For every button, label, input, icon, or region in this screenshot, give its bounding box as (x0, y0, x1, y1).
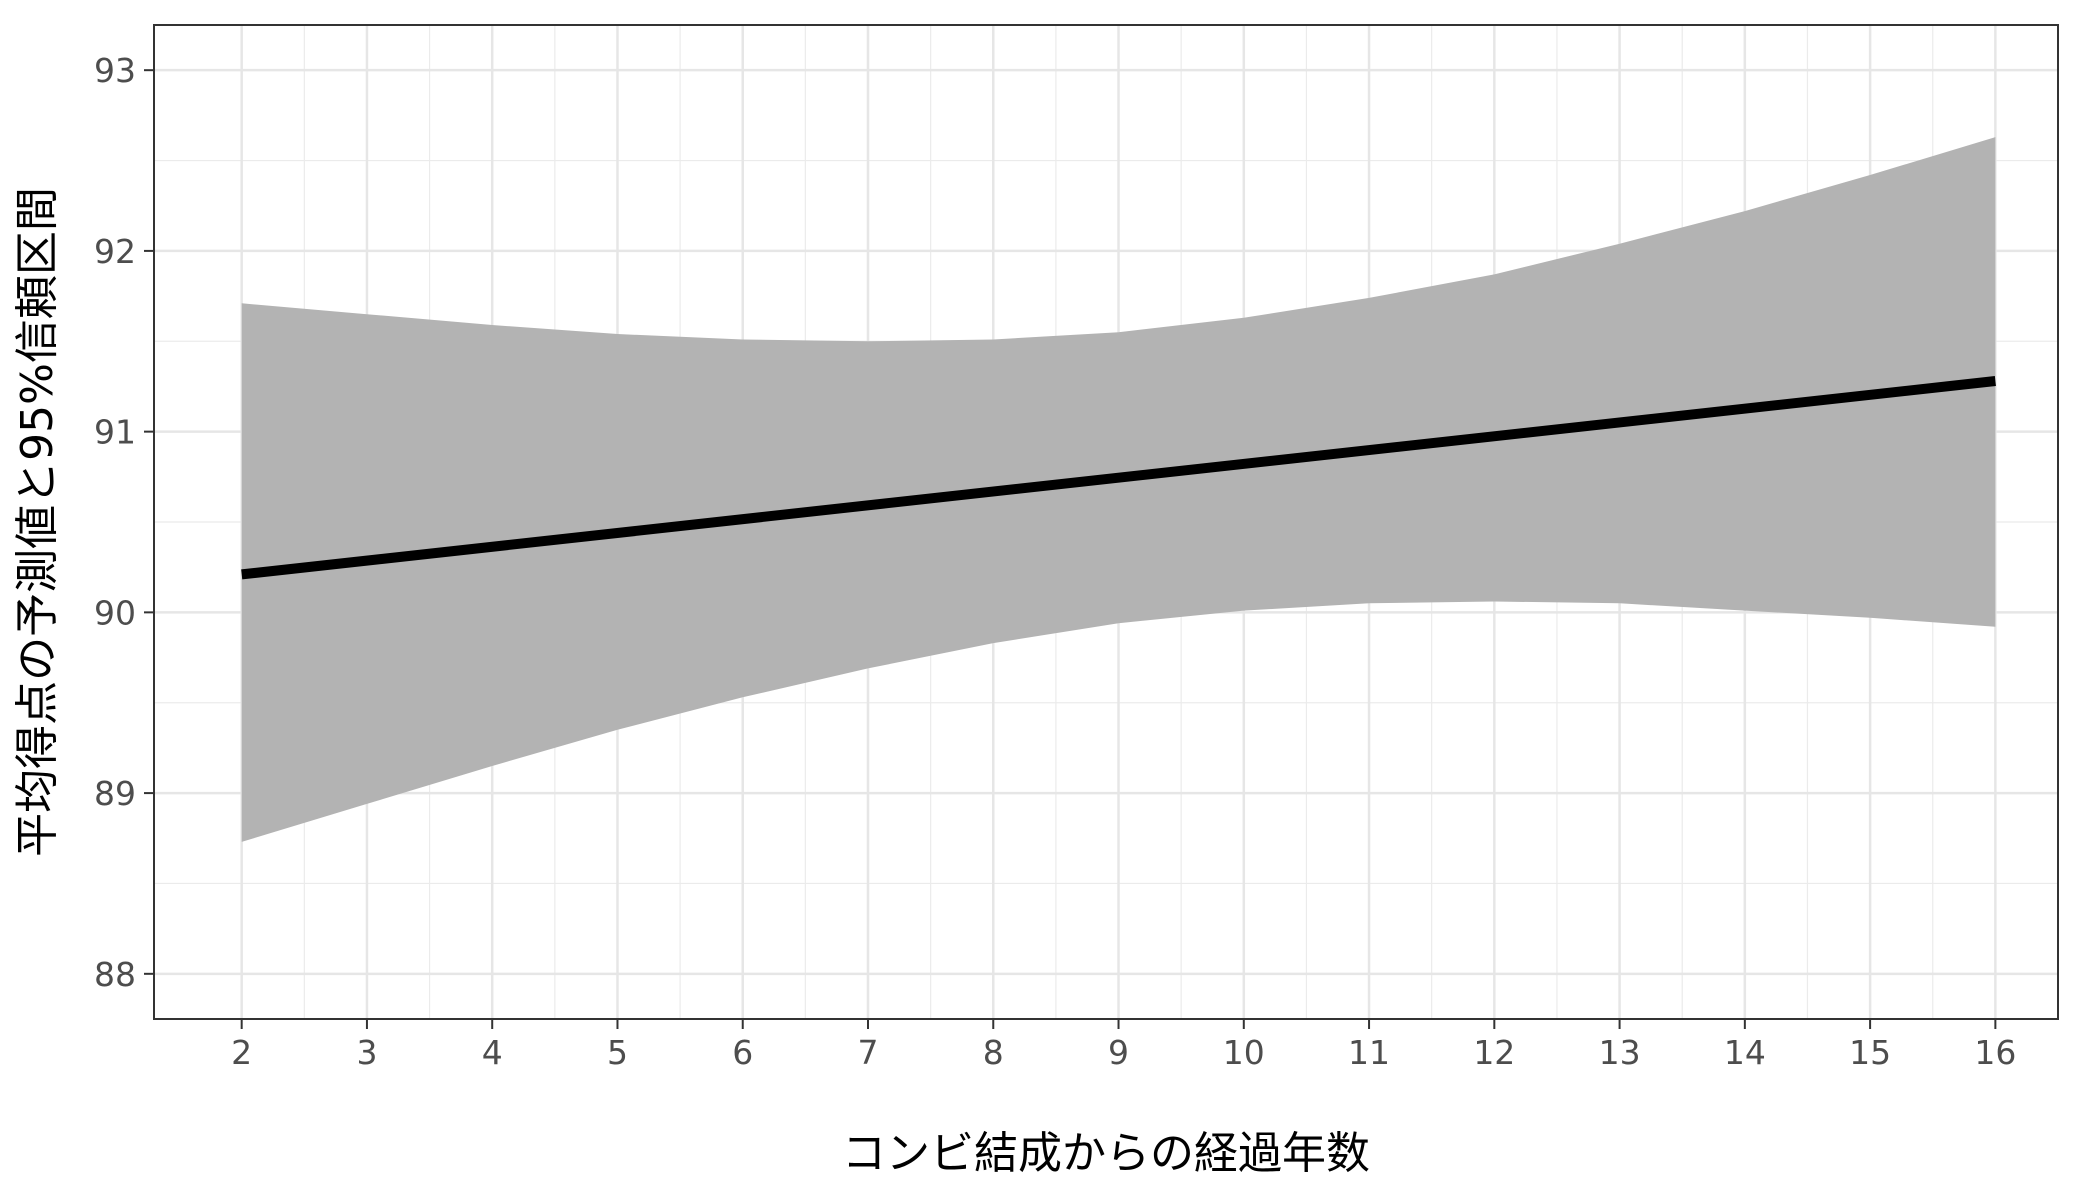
x-tick-label: 7 (858, 1033, 879, 1072)
x-tick-label: 14 (1724, 1033, 1766, 1072)
y-tick-label: 93 (94, 51, 136, 90)
x-tick-label: 5 (607, 1033, 628, 1072)
y-tick-label: 90 (94, 593, 136, 632)
x-tick-label: 12 (1473, 1033, 1515, 1072)
x-tick-label: 2 (231, 1033, 252, 1072)
y-tick-label: 92 (94, 232, 136, 271)
x-tick-label: 4 (482, 1033, 503, 1072)
x-tick-label: 9 (1108, 1033, 1129, 1072)
x-tick-label: 15 (1849, 1033, 1891, 1072)
y-axis-title: 平均得点の予測値と95%信頼区間 (12, 187, 63, 857)
y-tick-label: 89 (94, 774, 136, 813)
x-tick-label: 8 (983, 1033, 1004, 1072)
plot-border (153, 24, 2059, 1020)
x-tick-label: 16 (1974, 1033, 2016, 1072)
y-tick-label: 91 (94, 413, 136, 452)
x-axis-ticks: 2 3 4 5 6 7 8 9 10 11 12 13 14 15 16 (231, 1019, 2016, 1072)
x-tick-label: 10 (1223, 1033, 1265, 1072)
x-axis-title: コンビ結成からの経過年数 (842, 1128, 1370, 1179)
series-layer (241, 376, 1996, 580)
x-tick-label: 3 (356, 1033, 377, 1072)
y-axis-ticks: 88 89 90 91 92 93 (94, 51, 154, 994)
confidence-ribbon (241, 137, 1996, 842)
x-tick-label: 11 (1348, 1033, 1390, 1072)
y-tick-label: 88 (94, 955, 136, 994)
x-tick-label: 6 (732, 1033, 753, 1072)
x-tick-label: 13 (1599, 1033, 1641, 1072)
series-line (241, 376, 1996, 580)
